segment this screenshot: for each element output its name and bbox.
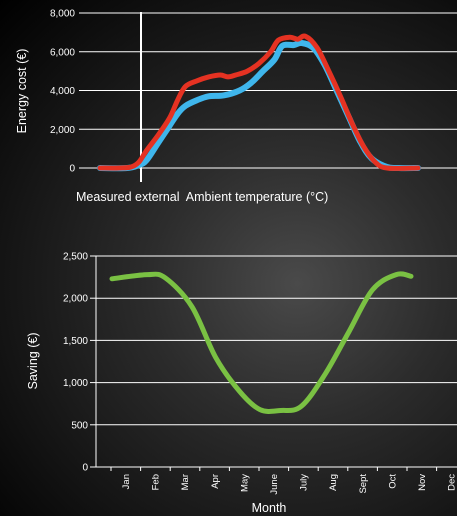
saving-x-tick-label: Dec [447,474,457,491]
saving-chart: 0 500 1,000 1,500 2,000 2,500 Jan Feb Mar Apr May… [26,252,457,515]
saving-x-tick-labels: Jan Feb Mar Apr May June July Aug Sept Oct Nov Dec [110,467,457,495]
energy-cost-y-tick-labels: 0 2,000 4,000 6,000 8,000 [50,9,75,175]
saving-y-tick-label: 500 [71,420,88,431]
saving-x-axis-label: Month [252,501,287,515]
energy-cost-y-tick-label: 0 [69,164,75,175]
saving-x-tick-label: Oct [387,474,398,489]
saving-x-tick-label: May [239,474,250,492]
saving-x-tick-label: Mar [180,474,191,490]
saving-y-tick-labels: 0 500 1,000 1,500 2,000 2,500 [63,252,88,474]
saving-x-tick-label: Sept [358,474,369,494]
saving-x-tick-label: July [299,474,310,491]
saving-y-tick-label: 2,500 [63,252,88,263]
saving-series-line [109,271,414,414]
energy-cost-y-tick-label: 8,000 [50,9,75,20]
saving-y-tick-label: 1,500 [63,336,88,347]
energy-cost-y-axis-label: Energy cost (€) [15,49,29,134]
saving-x-tick-label: Aug [328,474,339,491]
saving-x-tick-label: June [269,474,280,495]
energy-cost-gridlines [79,12,457,169]
energy-cost-series-line [97,33,421,171]
saving-y-axis-label: Saving (€) [26,333,40,390]
saving-x-tick-label: Nov [417,474,428,491]
saving-x-tick-label: Feb [151,474,162,490]
saving-x-tick-label: Apr [210,474,221,489]
energy-cost-series-group [97,33,421,172]
saving-gridlines [90,255,457,468]
saving-x-tick-label: Jan [121,474,132,489]
saving-y-tick-label: 1,000 [63,378,88,389]
energy-cost-y-tick-label: 6,000 [50,47,75,58]
energy-cost-y-tick-label: 2,000 [50,125,75,136]
saving-series-group [109,271,414,414]
energy-cost-y-tick-label: 4,000 [50,86,75,97]
energy-cost-chart: 0 2,000 4,000 6,000 8,000 Energy cost (€) Me… [15,9,457,204]
saving-y-tick-label: 0 [82,463,88,474]
energy-cost-x-axis-label: Measured external Ambient temperature (°… [76,190,328,204]
saving-y-tick-label: 2,000 [63,294,88,305]
